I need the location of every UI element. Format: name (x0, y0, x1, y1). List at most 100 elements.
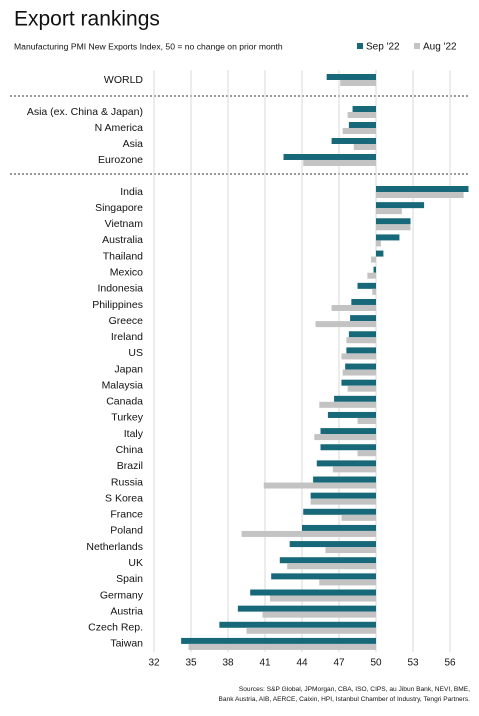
bar (342, 369, 376, 376)
y-tick-label: France (110, 509, 143, 521)
bar (271, 573, 376, 580)
bar (348, 331, 376, 338)
y-tick-label: Czech Rep. (88, 622, 143, 634)
bar (347, 112, 376, 118)
y-tick-label: Germany (100, 589, 144, 601)
bar (376, 192, 464, 198)
bar (262, 611, 376, 618)
y-tick-label: Brazil (117, 460, 143, 472)
legend-label: Sep '22 (366, 42, 400, 53)
y-tick-label: Singapore (95, 202, 143, 214)
bar (314, 434, 376, 441)
y-tick-label: WORLD (104, 74, 144, 86)
y-tick-label: Poland (110, 525, 143, 537)
bar (340, 80, 376, 86)
bar (376, 218, 411, 225)
y-tick-label: N America (95, 122, 144, 134)
bar (334, 395, 376, 402)
y-tick-label: Russia (111, 476, 143, 488)
x-tick-label: 38 (222, 658, 234, 669)
bar (331, 304, 376, 311)
bar (315, 321, 376, 328)
y-tick-label: Indonesia (97, 283, 143, 295)
y-tick-label: India (120, 186, 143, 198)
bar (325, 547, 376, 554)
y-tick-label: Italy (124, 428, 144, 440)
bar (348, 122, 376, 128)
y-tick-label: Australia (102, 234, 143, 246)
y-tick-label: Spain (116, 573, 143, 585)
bar (346, 337, 376, 344)
legend-swatch (414, 43, 420, 49)
bar (303, 160, 376, 166)
bar (350, 315, 376, 322)
y-tick-label: Thailand (103, 250, 143, 262)
bar (376, 186, 469, 192)
bar (283, 154, 376, 160)
y-tick-label: Malaysia (102, 379, 144, 391)
bar (345, 363, 376, 370)
bar (313, 476, 376, 483)
y-tick-label: US (128, 347, 143, 359)
bar (310, 498, 376, 505)
x-tick-label: 47 (333, 658, 345, 669)
bar (346, 347, 376, 354)
y-tick-label: Canada (106, 396, 143, 408)
bar (351, 298, 376, 305)
bar (376, 234, 400, 241)
bar (319, 579, 376, 586)
bar (372, 288, 376, 295)
bar (320, 444, 376, 451)
x-tick-label: 56 (444, 658, 456, 669)
bar (376, 250, 384, 257)
source: Sources: S&P Global, JPMorgan, CBA, ISO,… (239, 686, 470, 693)
y-tick-label: S Korea (105, 492, 143, 504)
bar (302, 524, 376, 531)
bar (326, 74, 376, 80)
legend-label: Aug '22 (423, 42, 457, 53)
y-tick-label: Asia (ex. China & Japan) (27, 106, 143, 118)
bar (219, 621, 376, 628)
x-tick-label: 41 (259, 658, 271, 669)
y-tick-label: Mexico (110, 266, 143, 278)
bar (188, 643, 376, 650)
bar (310, 492, 376, 499)
bar (331, 138, 376, 144)
legend-swatch (357, 43, 363, 49)
y-tick-label: Greece (109, 315, 144, 327)
bar (357, 450, 376, 457)
bar (246, 627, 376, 634)
x-tick-label: 32 (148, 658, 160, 669)
y-tick-label: Austria (110, 605, 143, 617)
y-tick-label: Eurozone (98, 154, 143, 166)
bar (376, 202, 425, 209)
bar (289, 541, 376, 548)
y-tick-label: China (116, 444, 144, 456)
bar (376, 224, 411, 231)
bar (181, 637, 376, 644)
x-tick-label: 53 (407, 658, 419, 669)
bar (250, 589, 376, 596)
x-tick-label: 35 (185, 658, 197, 669)
bar (367, 272, 376, 279)
chart-title: Export rankings (14, 8, 160, 31)
y-tick-label: Taiwan (110, 638, 143, 650)
bar (376, 208, 402, 215)
chart-subtitle: Manufacturing PMI New Exports Index, 50 … (14, 41, 283, 51)
y-tick-label: UK (128, 557, 143, 569)
y-tick-label: Turkey (111, 412, 143, 424)
bar (287, 563, 376, 570)
x-tick-label: 50 (370, 658, 382, 669)
bar (241, 530, 376, 537)
bar (353, 144, 376, 150)
y-tick-label: Vietnam (105, 218, 144, 230)
source: Bank Austria, AIB, AERCE, Caixin, HPI, I… (218, 696, 470, 703)
y-tick-label: Netherlands (86, 541, 143, 553)
bar (341, 514, 376, 521)
bar (332, 466, 376, 473)
bar (341, 379, 376, 386)
bar (357, 282, 376, 289)
y-tick-label: Philippines (92, 299, 143, 311)
bar (371, 256, 376, 263)
